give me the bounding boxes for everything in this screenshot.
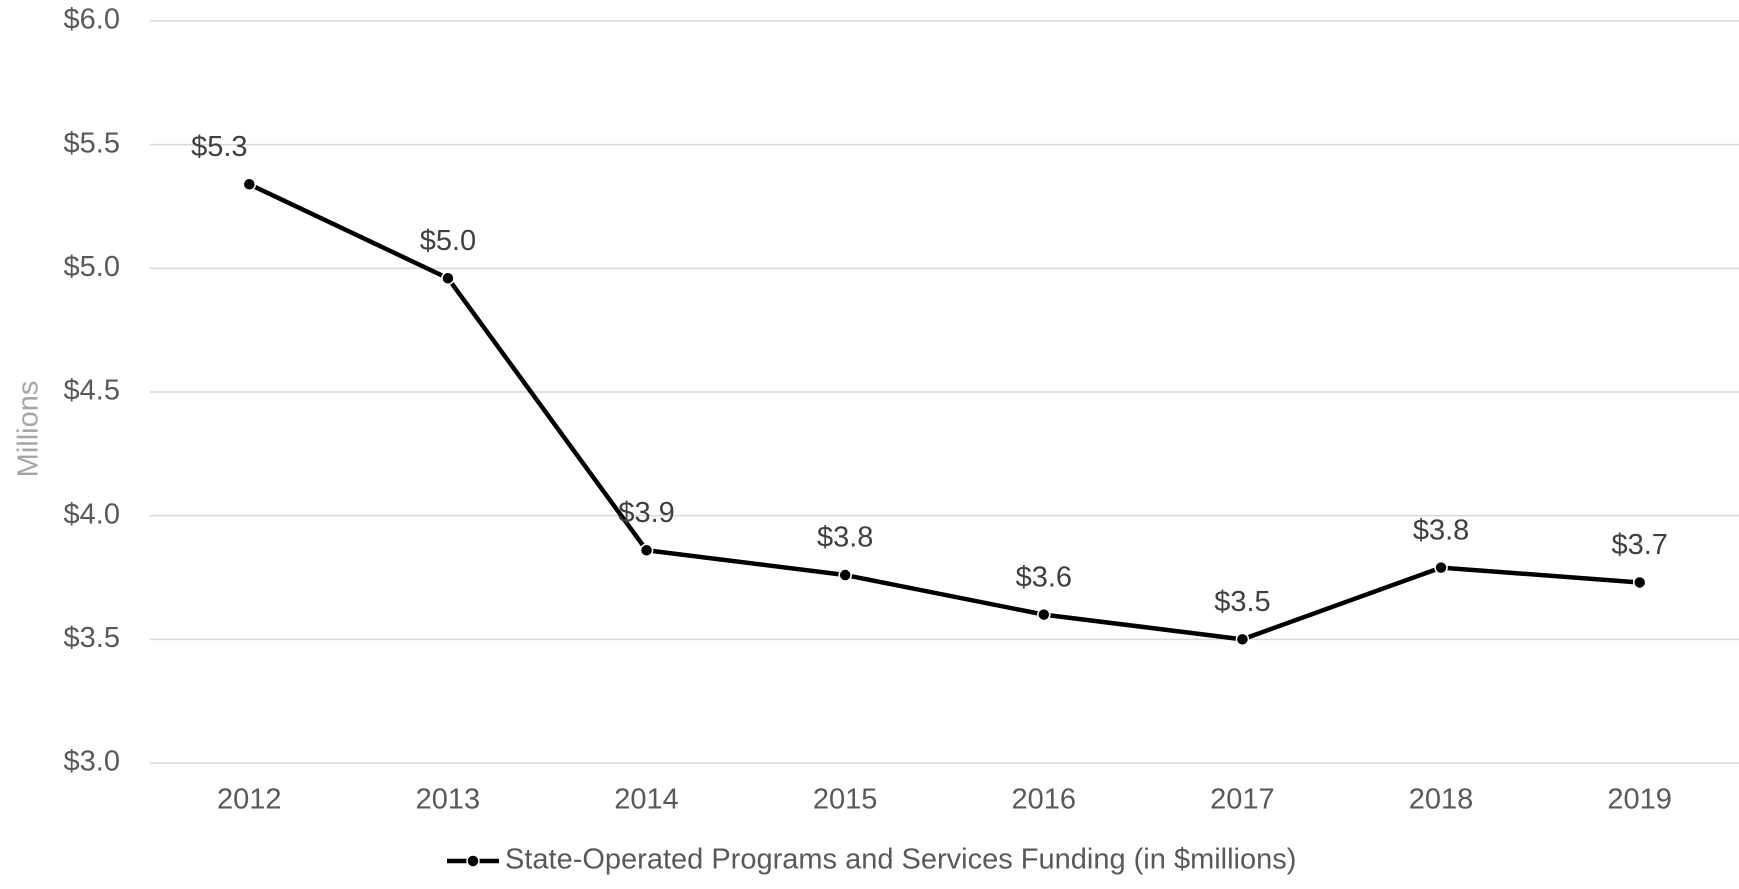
data-point — [1632, 575, 1647, 590]
y-tick-label: $4.0 — [64, 498, 120, 530]
x-tick-label: 2014 — [614, 784, 679, 816]
series-line — [248, 182, 1640, 642]
legend-marker — [466, 854, 480, 868]
data-point — [1037, 607, 1051, 622]
data-label: $3.9 — [618, 497, 674, 529]
x-tick-label: 2015 — [813, 784, 878, 816]
data-label: $5.3 — [191, 131, 247, 163]
y-axis-label: Millions — [13, 381, 45, 478]
data-point — [242, 177, 257, 191]
x-tick-label: 2013 — [416, 784, 481, 816]
x-tick-label: 2012 — [217, 784, 282, 816]
y-tick-label: $4.5 — [64, 375, 120, 407]
data-label: $3.6 — [1016, 561, 1072, 593]
y-tick-label: $3.5 — [64, 622, 120, 654]
data-point — [1434, 560, 1448, 575]
y-tick-label: $5.0 — [64, 251, 120, 283]
x-tick-label: 2018 — [1409, 784, 1474, 816]
legend-label: State-Operated Programs and Services Fun… — [505, 844, 1296, 876]
data-label: $3.8 — [817, 522, 873, 554]
data-label: $3.8 — [1413, 514, 1469, 546]
y-tick-label: $6.0 — [64, 4, 120, 36]
x-tick-label: 2019 — [1607, 784, 1672, 816]
data-point — [1235, 632, 1250, 647]
data-point — [838, 568, 852, 582]
data-label: $5.0 — [420, 225, 476, 257]
data-point — [441, 271, 455, 285]
x-tick-label: 2016 — [1012, 784, 1077, 816]
data-point — [639, 543, 654, 558]
x-tick-label: 2017 — [1210, 784, 1275, 816]
data-label: $3.7 — [1611, 529, 1667, 561]
y-tick-label: $5.5 — [64, 127, 120, 159]
y-tick-label: $3.0 — [64, 746, 120, 778]
data-label: $3.5 — [1214, 586, 1270, 618]
